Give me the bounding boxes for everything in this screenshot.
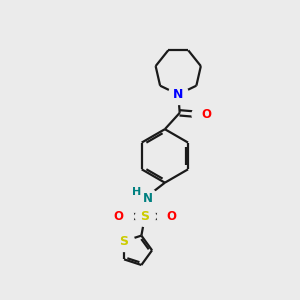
Text: N: N bbox=[173, 88, 183, 101]
Text: O: O bbox=[113, 210, 124, 223]
Text: S: S bbox=[140, 210, 149, 223]
Text: O: O bbox=[166, 210, 176, 223]
Text: N: N bbox=[143, 192, 153, 205]
Text: S: S bbox=[120, 235, 129, 248]
Text: H: H bbox=[132, 187, 142, 196]
Text: O: O bbox=[201, 108, 211, 121]
